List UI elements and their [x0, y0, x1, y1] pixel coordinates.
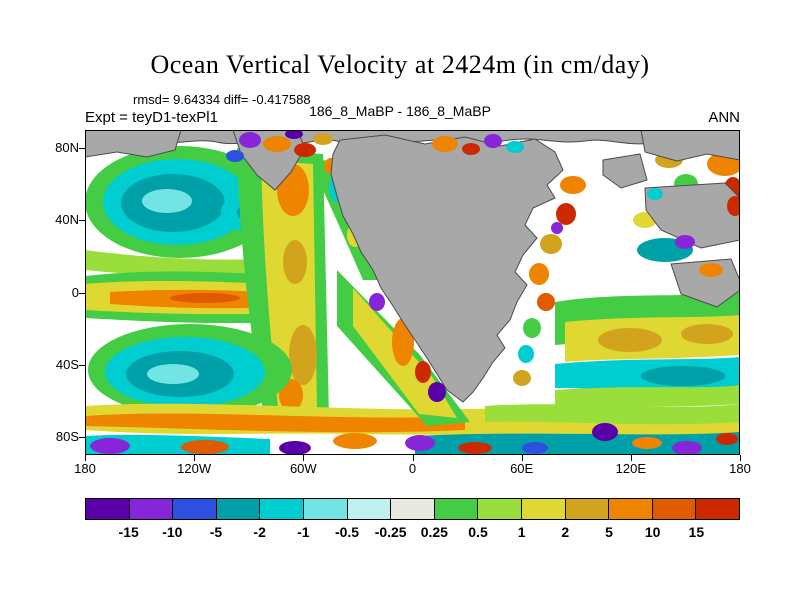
land-asia-block-1: [644, 182, 740, 249]
coastal-anomaly-layer: [226, 130, 740, 386]
y-tick-mark: [79, 436, 85, 438]
colorbar-segment: [696, 499, 739, 519]
colorbar-segment: [347, 499, 392, 519]
colorbar-tick-label: 1: [517, 524, 526, 540]
world-map-svg: [85, 130, 740, 455]
tethys-bands: [555, 292, 740, 407]
stats-line: rmsd= 9.64334 diff= -0.417588: [133, 92, 311, 107]
x-tick-mark: [194, 455, 196, 461]
colorbar-segment: [478, 499, 522, 519]
colorbar-tick-label: 15: [688, 524, 705, 540]
colorbar-segment: [129, 499, 174, 519]
x-tick-label: 0: [408, 461, 417, 476]
y-tick-label: 0: [71, 284, 79, 300]
colorbar-segment: [173, 499, 217, 519]
colorbar-segment: [86, 499, 130, 519]
colorbar-segment: [609, 499, 653, 519]
colorbar-tick-label: 2: [561, 524, 570, 540]
x-tick-label: 120E: [615, 461, 647, 476]
map-frame-border: [85, 130, 740, 455]
x-tick-label: 120W: [177, 461, 212, 476]
x-tick-mark: [740, 455, 741, 461]
plot-title: Ocean Vertical Velocity at 2424m (in cm/…: [150, 50, 650, 79]
ocean-field-layer: [85, 146, 740, 455]
colorbar-tick-label: -2: [253, 524, 266, 540]
land-northeast-block: [640, 130, 740, 162]
x-tick-mark: [412, 455, 414, 461]
colorbar-tick-label: 0.25: [420, 524, 448, 540]
x-tick-label: 180: [729, 461, 751, 476]
map-plot: [85, 130, 740, 455]
colorbar-tick-label: 0.5: [468, 524, 488, 540]
colorbar: [85, 498, 740, 520]
y-tick-label: 40S: [55, 356, 79, 372]
colorbar-tick-label: 5: [605, 524, 613, 540]
season-label: ANN: [708, 109, 740, 126]
y-tick-label: 40N: [55, 212, 79, 228]
x-tick-mark: [85, 455, 86, 461]
land-layer: [85, 130, 740, 403]
y-tick-mark: [79, 148, 85, 150]
colorbar-segment: [391, 499, 435, 519]
southern-ocean-band: [85, 403, 740, 455]
colorbar-tick-label: 10: [644, 524, 661, 540]
y-tick-mark: [79, 292, 85, 294]
land-asia-block-3: [602, 153, 648, 189]
colorbar-segment: [652, 499, 697, 519]
x-tick-label: 60W: [289, 461, 317, 476]
colorbar-tick-label: -0.5: [334, 524, 360, 540]
colorbar-tick-label: -5: [209, 524, 223, 540]
colorbar-segment: [303, 499, 348, 519]
run-label: 186_8_MaBP - 186_8_MaBP: [309, 103, 491, 119]
land-northwest-block: [85, 130, 182, 158]
colorbar-tick-label: -1: [297, 524, 310, 540]
y-tick-label: 80N: [55, 140, 79, 156]
colorbar-segment: [216, 499, 261, 519]
experiment-label: Expt = teyD1-texPl1: [85, 109, 218, 126]
x-tick-label: 60E: [510, 461, 534, 476]
colorbar-segment: [565, 499, 610, 519]
x-tick-mark: [303, 455, 305, 461]
y-tick-mark: [79, 364, 85, 366]
colorbar-tick-label: -0.25: [374, 524, 407, 540]
colorbar-tick-label: -15: [118, 524, 139, 540]
y-tick-mark: [79, 220, 85, 222]
south-pacific-gyre: [88, 324, 292, 416]
colorbar-segment: [434, 499, 479, 519]
y-tick-label: 80S: [55, 428, 79, 444]
x-tick-mark: [521, 455, 523, 461]
land-pangaea: [330, 134, 564, 403]
colorbar-tick-label: -10: [162, 524, 183, 540]
x-tick-label: 180: [74, 461, 96, 476]
x-tick-mark: [630, 455, 632, 461]
colorbar-segment: [521, 499, 566, 519]
colorbar-segment: [260, 499, 304, 519]
